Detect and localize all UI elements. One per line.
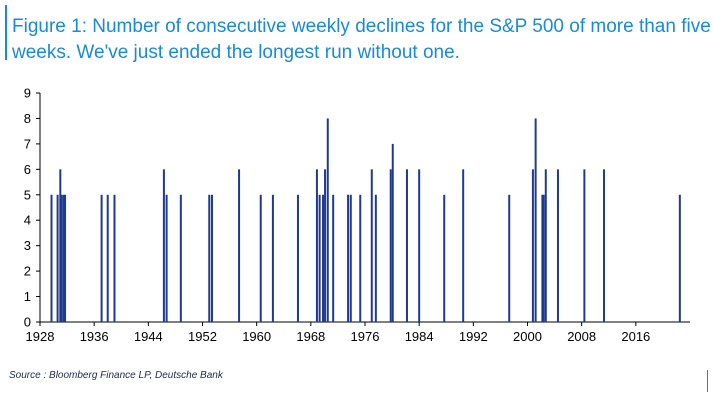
- bar: [349, 194, 352, 322]
- bar: [405, 169, 408, 322]
- y-tick-label: 9: [24, 86, 31, 101]
- figure-frame-left: [5, 5, 7, 60]
- bar: [374, 194, 377, 322]
- bar: [544, 169, 547, 322]
- bar: [162, 169, 165, 322]
- bar: [531, 169, 534, 322]
- bar: [318, 194, 321, 322]
- bar: [603, 169, 606, 322]
- y-tick-label: 4: [24, 213, 31, 228]
- source-note: Source : Bloomberg Finance LP, Deutsche …: [9, 370, 223, 381]
- bar: [315, 169, 318, 322]
- bar: [332, 194, 335, 322]
- bar: [179, 194, 182, 322]
- y-tick-label: 7: [24, 136, 31, 151]
- bar: [534, 118, 537, 322]
- x-tick-label: 1936: [80, 329, 109, 344]
- bar: [322, 194, 325, 322]
- bar: [64, 194, 67, 322]
- bar: [60, 194, 63, 322]
- bar: [556, 169, 559, 322]
- x-tick-label: 1984: [405, 329, 434, 344]
- bar: [443, 194, 446, 322]
- y-tick-label: 5: [24, 187, 31, 202]
- bar: [210, 194, 213, 322]
- x-tick-label: 1952: [188, 329, 217, 344]
- bar: [50, 194, 53, 322]
- bar: [106, 194, 109, 322]
- bar: [324, 169, 327, 322]
- y-tick-label: 0: [24, 315, 31, 330]
- bar: [62, 194, 65, 322]
- bar: [208, 194, 211, 322]
- bar: [359, 194, 362, 322]
- bar: [259, 194, 262, 322]
- x-tick-label: 1992: [459, 329, 488, 344]
- bar: [542, 194, 545, 322]
- y-tick-label: 3: [24, 238, 31, 253]
- y-tick-label: 8: [24, 111, 31, 126]
- bar: [56, 194, 59, 322]
- bar: [347, 194, 350, 322]
- bar: [678, 194, 681, 322]
- figure-title: Figure 1: Number of consecutive weekly d…: [12, 16, 711, 63]
- y-tick-label: 2: [24, 264, 31, 279]
- figure-frame-right: [706, 370, 708, 392]
- bar: [271, 194, 274, 322]
- bar: [370, 169, 373, 322]
- bar: [59, 169, 62, 322]
- y-tick-label: 1: [24, 289, 31, 304]
- bar: [508, 194, 511, 322]
- y-tick-label: 6: [24, 162, 31, 177]
- x-tick-label: 1944: [134, 329, 163, 344]
- bar: [326, 118, 329, 322]
- x-tick-label: 1968: [296, 329, 325, 344]
- bar: [418, 169, 421, 322]
- bar: [165, 194, 168, 322]
- bar: [389, 169, 392, 322]
- bar: [113, 194, 116, 322]
- bar-chart: 0 1 2 3 4 5 6 7 8 9 1928 1936 1944 1952 1960 1968 1976 19…: [24, 86, 690, 344]
- x-tick-label: 1928: [26, 329, 55, 344]
- x-tick-label: 2000: [513, 329, 542, 344]
- bar: [541, 194, 544, 322]
- x-tick-label: 2016: [621, 329, 650, 344]
- bar: [238, 169, 241, 322]
- x-tick-label: 2008: [567, 329, 596, 344]
- x-tick-label: 1960: [242, 329, 271, 344]
- bar: [391, 143, 394, 322]
- bar: [100, 194, 103, 322]
- bar: [296, 194, 299, 322]
- x-tick-label: 1976: [351, 329, 380, 344]
- bar: [462, 169, 465, 322]
- bar: [583, 169, 586, 322]
